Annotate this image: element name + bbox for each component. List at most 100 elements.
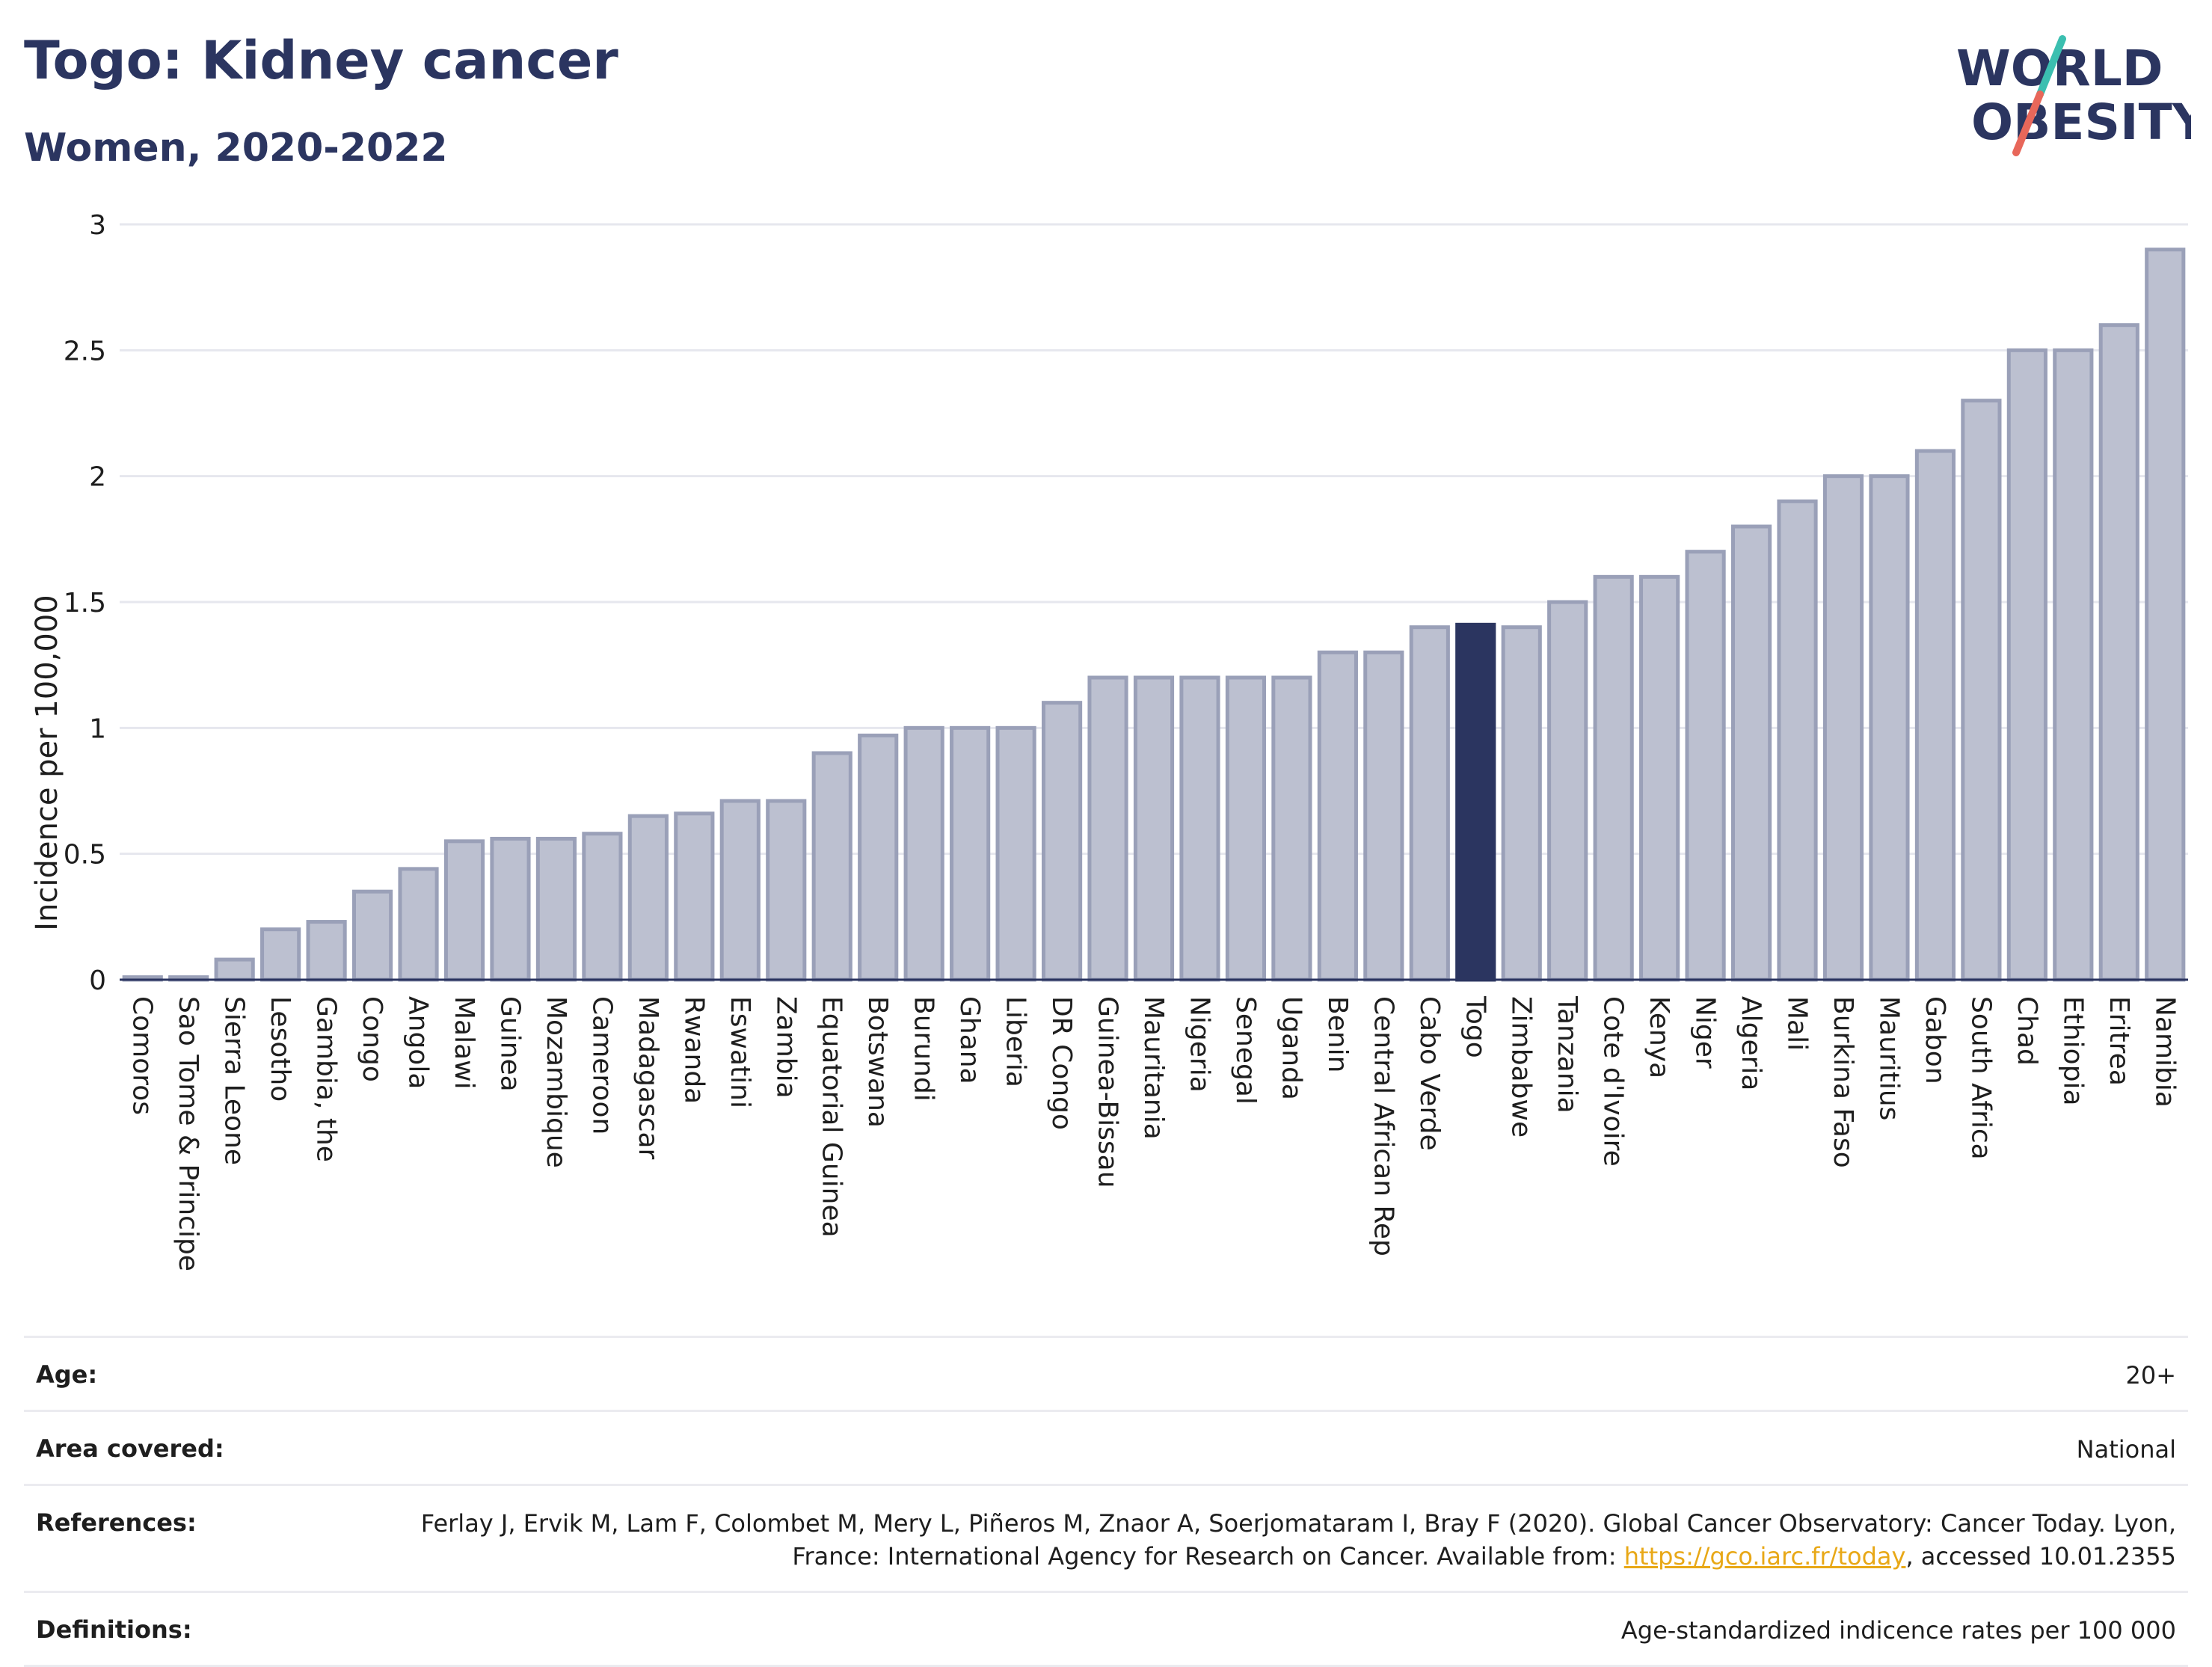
bar-guinea-bissau <box>1087 675 1128 982</box>
bar-chart: 0 0.5 1 1.5 2 2.5 3 Comoros Sao Tome & Principe… <box>30 210 2188 1271</box>
x-tick-label: Gambia, the <box>311 996 342 1162</box>
bar-togo <box>1455 622 1496 982</box>
x-tick-label: Eswatini <box>725 996 755 1108</box>
x-tick-label: Zambia <box>770 996 801 1099</box>
bar-tanzania <box>1547 600 1588 982</box>
bar-central-african-rep <box>1363 650 1404 982</box>
bar-dr-congo <box>1041 701 1083 982</box>
x-tick-label: Botswana <box>862 996 893 1128</box>
x-tick-label: Senegal <box>1230 996 1261 1105</box>
bar-mozambique <box>535 836 577 982</box>
y-tick-label: 3 <box>89 210 106 241</box>
x-tick-label: Ethiopia <box>2057 996 2088 1106</box>
bar-madagascar <box>627 814 669 982</box>
x-tick-label: Madagascar <box>633 996 663 1160</box>
y-tick-label: 0.5 <box>64 840 106 871</box>
x-tick-label: Mali <box>1782 996 1813 1051</box>
x-tick-label: Equatorial Guinea <box>817 996 847 1238</box>
references-text: Ferlay J, Ervik M, Lam F, Colombet M, Me… <box>420 1509 2176 1571</box>
bar-sierra-leone <box>214 957 255 982</box>
references-link[interactable]: https://gco.iarc.fr/today <box>1623 1542 1906 1571</box>
x-tick-label: Nigeria <box>1184 996 1214 1093</box>
x-tick-label: Comoros <box>127 996 158 1115</box>
x-tick-label: Togo <box>1460 995 1490 1058</box>
bar-botswana <box>858 733 899 982</box>
bar-zambia <box>766 799 807 982</box>
x-tick-label: Guinea <box>494 996 525 1092</box>
x-tick-label: Rwanda <box>678 996 709 1104</box>
bar-senegal <box>1225 675 1267 982</box>
x-tick-label: Lesotho <box>265 996 295 1102</box>
x-tick-label: Sierra Leone <box>219 996 250 1165</box>
x-tick-label: Cameroon <box>586 996 617 1135</box>
chart-title: Togo: Kidney cancer <box>24 30 618 91</box>
bar-kenya <box>1639 574 1680 982</box>
x-tick-label: Uganda <box>1276 996 1306 1100</box>
bar-mauritius <box>1869 474 1910 982</box>
bar-eritrea <box>2098 323 2139 982</box>
bar-eswatini <box>719 799 761 982</box>
bar-niger <box>1685 550 1726 982</box>
info-row-area: Area covered: National <box>24 1410 2188 1484</box>
x-tick-label: Congo <box>357 996 387 1082</box>
bar-angola <box>398 867 439 982</box>
bar-gabon <box>1914 449 1956 982</box>
bar-mauritania <box>1133 675 1175 982</box>
x-tick-label: Cote d'Ivoire <box>1598 996 1629 1167</box>
x-tick-label: DR Congo <box>1046 996 1077 1130</box>
y-tick-label: 2 <box>89 462 106 493</box>
bar-cote-d-ivoire <box>1593 574 1634 982</box>
x-tick-label: Mauritania <box>1138 996 1169 1140</box>
bar-algeria <box>1730 524 1772 982</box>
bar-equatorial-guinea <box>811 751 852 982</box>
bar-liberia <box>995 725 1036 982</box>
y-tick-label: 1 <box>89 713 106 744</box>
x-tick-label: Cabo Verde <box>1414 996 1445 1151</box>
bar-rwanda <box>674 811 715 982</box>
x-tick-label: Angola <box>403 996 434 1089</box>
area-value: National <box>2076 1435 2176 1464</box>
bar-ghana <box>950 725 991 982</box>
bar-nigeria <box>1179 675 1220 982</box>
bar-burkina-faso <box>1822 474 1864 982</box>
y-tick-label: 1.5 <box>64 588 106 618</box>
world-obesity-logo: WORLD OBESITY <box>1956 35 2191 156</box>
bars <box>120 248 2188 982</box>
bar-lesotho <box>260 927 301 982</box>
x-tick-label: Sao Tome & Principe <box>173 996 203 1271</box>
definitions-value: Age-standardized indicence rates per 100… <box>1620 1616 2176 1645</box>
x-tick-label: Namibia <box>2149 996 2180 1108</box>
bar-malawi <box>443 839 485 982</box>
bar-cameroon <box>582 832 623 982</box>
info-table: Age: 20+ Area covered: National Referenc… <box>24 1336 2188 1667</box>
x-tick-label: Tanzania <box>1552 995 1582 1114</box>
bar-mali <box>1777 499 1818 982</box>
area-label: Area covered: <box>36 1434 224 1463</box>
bar-namibia <box>2145 248 2186 982</box>
x-tick-label: Gabon <box>1920 996 1950 1084</box>
x-tick-label: Central African Rep <box>1368 996 1398 1256</box>
x-tick-label: Benin <box>1322 996 1353 1072</box>
logo-slash-coral <box>2012 90 2044 156</box>
references-suffix: , accessed 10.01.2355 <box>1905 1542 2176 1571</box>
logo-line2: OBESITY <box>1971 93 2191 151</box>
bar-chad <box>2006 348 2047 982</box>
info-row-age: Age: 20+ <box>24 1336 2188 1410</box>
y-axis: 0 0.5 1 1.5 2 2.5 3 <box>64 210 106 996</box>
chart-subtitle: Women, 2020-2022 <box>24 126 448 171</box>
y-axis-label: Incidence per 100,000 <box>30 595 64 931</box>
x-tick-label: South Africa <box>1965 996 1996 1160</box>
age-label: Age: <box>36 1360 98 1389</box>
x-tick-label: Niger <box>1690 996 1721 1069</box>
x-tick-label: Guinea-Bissau <box>1093 996 1123 1188</box>
bar-benin <box>1317 650 1358 982</box>
x-tick-label: Ghana <box>954 996 985 1084</box>
bar-gambia-the <box>306 920 347 982</box>
bar-ethiopia <box>2053 348 2094 982</box>
x-tick-label: Algeria <box>1736 996 1766 1091</box>
y-tick-label: 0 <box>89 965 106 996</box>
bar-uganda <box>1271 675 1312 982</box>
info-row-references: References: Ferlay J, Ervik M, Lam F, Co… <box>24 1484 2188 1591</box>
x-tick-label: Malawi <box>449 996 479 1090</box>
bar-south-africa <box>1961 399 2002 982</box>
